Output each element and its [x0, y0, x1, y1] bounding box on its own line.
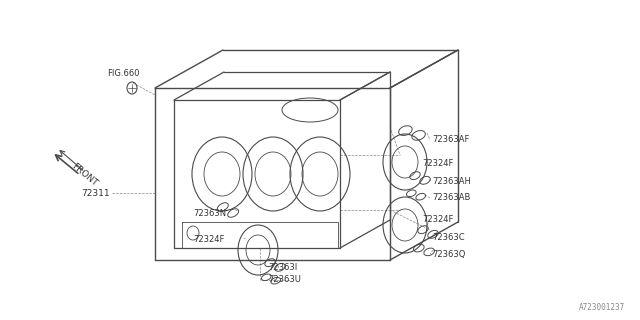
Text: 72363N: 72363N — [193, 209, 226, 218]
Text: 72363U: 72363U — [268, 276, 301, 284]
Text: 72363AF: 72363AF — [432, 135, 469, 145]
Text: 72324F: 72324F — [422, 158, 453, 167]
Text: 72363I: 72363I — [268, 263, 297, 273]
Text: 72363Q: 72363Q — [432, 251, 465, 260]
Text: 72363AB: 72363AB — [432, 194, 470, 203]
Text: A723001237: A723001237 — [579, 303, 625, 312]
Text: FIG.660: FIG.660 — [107, 68, 140, 77]
Text: 72311: 72311 — [81, 188, 110, 197]
Text: 72363AH: 72363AH — [432, 177, 471, 186]
Text: 72363C: 72363C — [432, 234, 465, 243]
Text: 72324F: 72324F — [422, 215, 453, 225]
Text: 72324F: 72324F — [193, 236, 225, 244]
Text: FRONT: FRONT — [70, 162, 99, 188]
